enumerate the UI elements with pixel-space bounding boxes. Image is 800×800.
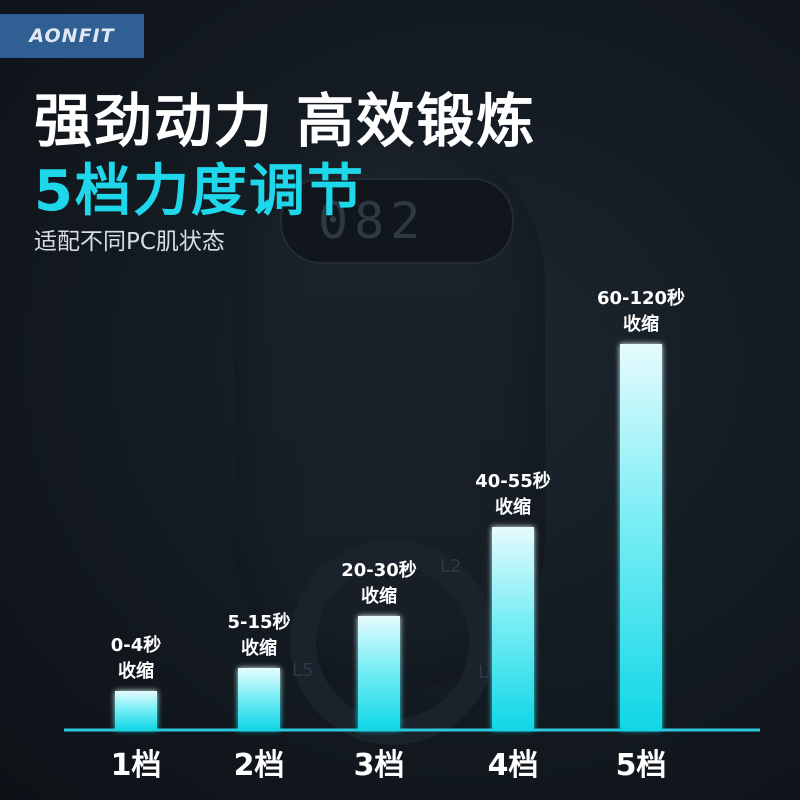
bar-label-1-duration: 0-4秒 — [111, 634, 162, 656]
bar-label-4-action: 收缩 — [495, 496, 531, 518]
bar-label-2-duration: 5-15秒 — [227, 611, 290, 633]
bar-label-3-action: 收缩 — [361, 585, 397, 607]
bar-label-1-action: 收缩 — [118, 660, 154, 682]
ring-label-l5: L5 — [292, 660, 314, 681]
brand-logo: AONFIT — [0, 14, 144, 58]
subheadline: 5档力度调节 — [34, 159, 365, 224]
x-tick-label-4: 4档 — [488, 748, 539, 783]
ring-label-l2: L2 — [440, 556, 462, 577]
headline: 强劲动力 高效锻炼 — [34, 87, 537, 155]
bar-label-5-duration: 60-120秒 — [597, 287, 685, 309]
bar-5 — [620, 344, 662, 730]
device-display — [280, 178, 514, 264]
bar-2 — [238, 668, 280, 730]
brand-logo-text: AONFIT — [29, 25, 115, 47]
device-display-digits: 082 — [318, 192, 427, 250]
bar-4 — [492, 527, 534, 730]
bar-label-2-action: 收缩 — [241, 637, 277, 659]
bar-label-5-action: 收缩 — [623, 313, 659, 335]
x-tick-label-1: 1档 — [111, 748, 162, 783]
bar-1 — [115, 691, 157, 730]
x-tick-label-5: 5档 — [616, 748, 667, 783]
bar-label-4-duration: 40-55秒 — [475, 470, 551, 492]
ring-label-l: L — [478, 662, 489, 683]
bar-label-3-duration: 20-30秒 — [341, 559, 417, 581]
tagline: 适配不同PC肌状态 — [34, 229, 225, 255]
x-tick-label-3: 3档 — [354, 748, 405, 783]
x-tick-label-2: 2档 — [234, 748, 285, 783]
bar-3 — [358, 616, 400, 730]
